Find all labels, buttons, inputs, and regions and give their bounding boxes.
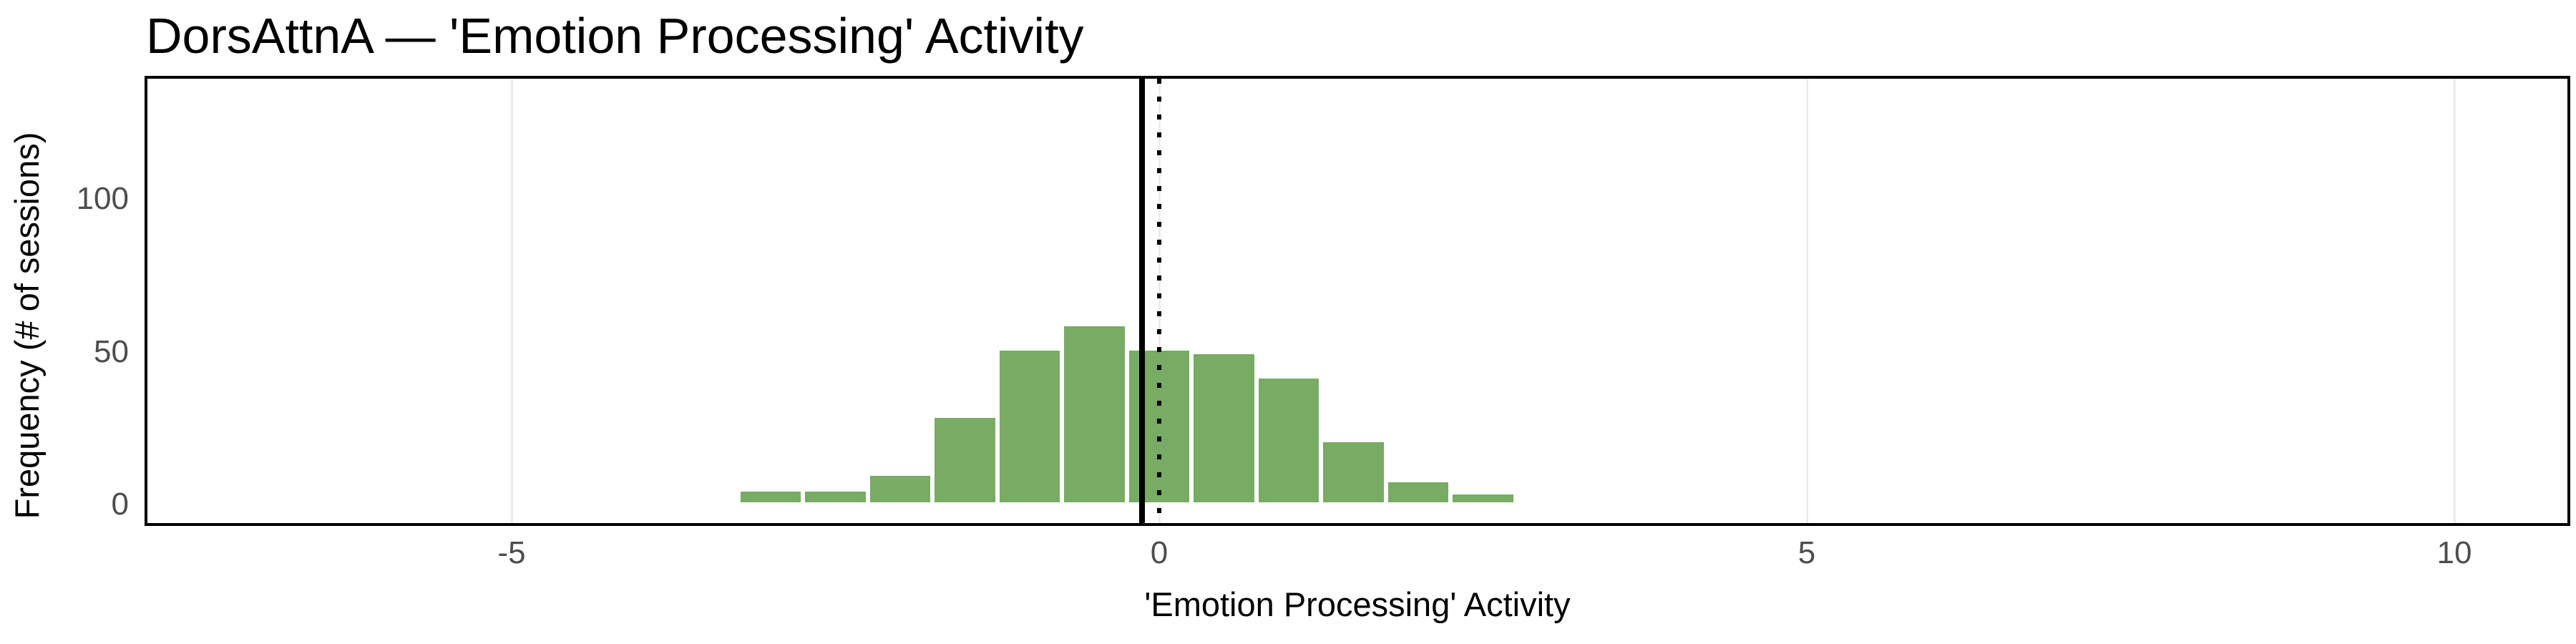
x-tick-label: 5 [1797, 535, 1816, 570]
x-tick-label: -5 [497, 535, 526, 570]
histogram-bar [803, 489, 868, 504]
histogram-bar [867, 474, 933, 504]
histogram-bar [1256, 376, 1322, 504]
x-axis-label: 'Emotion Processing' Activity [1144, 585, 1571, 623]
y-tick-label: 50 [94, 333, 129, 369]
histogram-bar [738, 489, 804, 504]
histogram-bar [932, 416, 997, 504]
histogram-bar [1385, 479, 1451, 504]
histogram-bar [1321, 440, 1386, 504]
mean-line [1139, 79, 1146, 523]
histogram-bar [1450, 492, 1516, 504]
y-tick-label: 100 [76, 181, 129, 216]
plot-panel [145, 76, 2570, 526]
vertical-gridline [2453, 79, 2456, 523]
y-tick-label: 0 [111, 487, 129, 522]
y-axis-label: Frequency (# of sessions) [8, 132, 46, 519]
x-tick-label: 0 [1150, 535, 1169, 570]
histogram-bar [997, 348, 1063, 504]
vertical-gridline [1805, 79, 1808, 523]
histogram-bar [1191, 351, 1257, 504]
vertical-gridline [510, 79, 513, 523]
x-tick-label: 10 [2436, 535, 2472, 570]
zero-line [1157, 79, 1161, 523]
histogram-bar [1062, 324, 1127, 504]
chart-title: DorsAttnA — 'Emotion Processing' Activit… [146, 8, 1084, 64]
